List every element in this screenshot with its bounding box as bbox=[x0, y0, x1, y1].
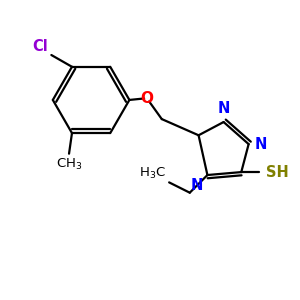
Text: SH: SH bbox=[266, 165, 289, 180]
Text: N: N bbox=[254, 136, 267, 152]
Text: N: N bbox=[218, 101, 230, 116]
Text: N: N bbox=[190, 178, 203, 193]
Text: Cl: Cl bbox=[33, 38, 48, 53]
Text: O: O bbox=[141, 91, 154, 106]
Text: CH$_3$: CH$_3$ bbox=[56, 157, 82, 172]
Text: H$_3$C: H$_3$C bbox=[139, 166, 166, 181]
